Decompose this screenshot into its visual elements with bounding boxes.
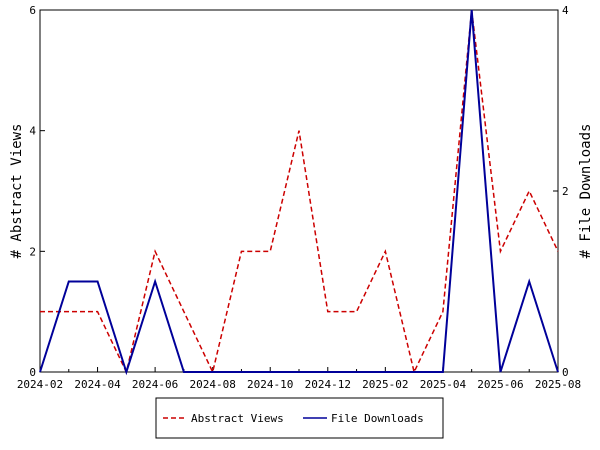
x-tick-label: 2024-12 (305, 378, 351, 391)
x-tick-label: 2024-10 (247, 378, 293, 391)
y-left-tick-label: 2 (29, 245, 36, 258)
x-axis: 2024-02 2024-04 2024-06 2024-08 2024-10 2024-… (17, 367, 581, 391)
x-tick-label: 2025-06 (477, 378, 523, 391)
y-left-tick-label: 0 (29, 366, 36, 379)
legend-box (155, 397, 444, 439)
legend-label-abstract-views: Abstract Views (191, 412, 284, 425)
series-line-file-downloads (39, 9, 559, 376)
y-axis-right: 0 2 4 (553, 4, 569, 379)
legend-label-file-downloads: File Downloads (331, 412, 424, 425)
legend: Abstract Views File Downloads (155, 397, 444, 439)
series-layer (39, 9, 559, 376)
x-tick-label: 2024-08 (189, 378, 235, 391)
y-axis-left: 0 2 4 6 (29, 4, 45, 379)
x-tick-label: 2025-02 (362, 378, 408, 391)
y-axis-right-title: # File Downloads (578, 124, 594, 259)
y-right-tick-label: 2 (562, 185, 569, 198)
y-left-tick-label: 6 (29, 4, 36, 17)
x-tick-label: 2025-08 (535, 378, 581, 391)
y-left-tick-label: 4 (29, 125, 36, 138)
x-tick-label: 2025-04 (420, 378, 467, 391)
y-axis-left-title: # Abstract Views (9, 124, 25, 259)
y-right-tick-label: 4 (562, 4, 569, 17)
plot-frame (39, 9, 559, 373)
series-line-abstract-views (40, 9, 559, 375)
plot-area (39, 9, 559, 373)
x-tick-label: 2024-02 (17, 378, 63, 391)
x-tick-label: 2024-06 (132, 378, 178, 391)
x-tick-label: 2024-04 (74, 378, 121, 391)
y-right-tick-label: 0 (562, 366, 569, 379)
